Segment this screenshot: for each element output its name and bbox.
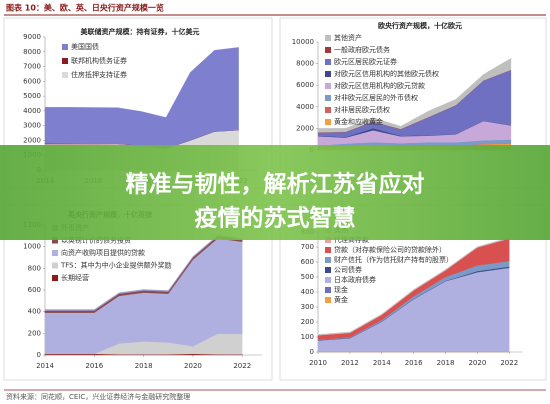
y-tick-label: 2000 <box>296 124 314 132</box>
legend-swatch <box>325 297 331 303</box>
legend-swatch <box>325 71 331 77</box>
legend-swatch <box>325 257 331 263</box>
legend-label: 对欧元区信用机构的欧元贷款 <box>334 81 425 90</box>
y-tick-label: 9000 <box>23 33 41 41</box>
x-tick-label: 2020 <box>468 359 486 367</box>
legend-swatch <box>62 72 68 78</box>
legend-swatch <box>325 83 331 89</box>
legend-swatch <box>325 287 331 293</box>
area <box>44 47 239 149</box>
legend-swatch <box>52 250 58 256</box>
x-tick-label: 2014 <box>373 359 391 367</box>
y-tick-label: 600 <box>301 258 314 266</box>
legend-swatch <box>325 247 331 253</box>
y-tick-label: 600 <box>28 286 41 294</box>
y-tick-label: 0 <box>310 348 314 356</box>
y-tick-label: 7000 <box>23 63 41 71</box>
legend-label: 一般政府欧元债务 <box>334 45 390 54</box>
legend-label: 黄金和应收黄金 <box>334 117 383 126</box>
y-tick-label: 10000 <box>292 38 314 46</box>
legend-label: 其他资产 <box>334 33 362 42</box>
x-tick-label: 2022 <box>500 359 518 367</box>
legend-swatch <box>62 58 68 64</box>
y-tick-label: 1000 <box>23 243 41 251</box>
y-tick-label: 3000 <box>23 122 41 130</box>
legend-label: 公司债券 <box>334 265 362 274</box>
legend-swatch <box>325 119 331 125</box>
legend-label: TFS：其中为中小企业提供额外奖励 <box>60 261 172 270</box>
x-tick-label: 2012 <box>341 359 359 367</box>
x-tick-label: 2016 <box>85 362 103 370</box>
legend-swatch <box>52 237 58 244</box>
banner-line: 疫情的苏式智慧 <box>195 205 356 232</box>
legend-swatch <box>325 267 331 273</box>
y-tick-label: 200 <box>28 329 41 337</box>
legend-label: 向资产收购项目提供的贷款 <box>61 248 145 257</box>
banner-line: 精准与韧性，解析江苏省应对 <box>126 171 425 198</box>
y-tick-label: 4000 <box>296 103 314 111</box>
legend-label: 住房抵押支持证券 <box>71 70 127 79</box>
y-tick-label: 700 <box>301 243 314 251</box>
legend-swatch <box>325 35 331 41</box>
x-tick-label: 2020 <box>184 362 202 370</box>
y-tick-label: 8000 <box>23 48 41 56</box>
y-tick-label: 400 <box>28 308 41 316</box>
x-tick-label: 2016 <box>405 359 423 367</box>
y-tick-label: 6000 <box>296 81 314 89</box>
y-tick-label: 800 <box>28 264 41 272</box>
y-tick-label: 8000 <box>296 60 314 68</box>
legend-swatch <box>325 59 331 65</box>
chart-title: 欧央行资产规模，十亿欧元 <box>378 21 462 30</box>
x-tick-label: 2010 <box>309 359 327 367</box>
header: 图表 10：美、欧、英、日央行资产规模一览 <box>6 3 164 13</box>
legend-swatch <box>325 47 331 53</box>
legend-swatch <box>325 277 331 283</box>
y-tick-label: 400 <box>301 288 314 296</box>
y-tick-label: 200 <box>301 318 314 326</box>
chart-title: 美联储资产规模：持有证券，十亿美元 <box>81 27 200 36</box>
y-tick-label: 4000 <box>23 107 41 115</box>
legend-label: 对非欧元区居民的外币债权 <box>334 93 418 102</box>
y-tick-label: 5000 <box>23 92 41 100</box>
y-tick-label: 6000 <box>23 77 41 85</box>
legend-label: 贷款（对存款保险公司的贷款除外） <box>334 245 446 254</box>
y-tick-label: 100 <box>301 333 314 341</box>
legend-label: 对非居民欧元债权 <box>334 105 390 114</box>
legend-label: 财产信托（作为信托财产持有的股票） <box>334 255 453 264</box>
legend-label: 对欧元区信用机构的其他欧元债权 <box>334 69 439 78</box>
legend-label: 联邦机构债务证券 <box>71 56 127 65</box>
legend-swatch <box>62 44 68 50</box>
x-tick-label: 2014 <box>36 362 54 370</box>
legend-label: 欧元区居民欧元证券 <box>334 57 397 66</box>
x-tick-label: 2018 <box>135 362 153 370</box>
legend-label: 美国国债 <box>71 42 99 51</box>
y-tick-label: 300 <box>301 303 314 311</box>
area <box>317 57 512 133</box>
x-tick-label: 2022 <box>233 362 251 370</box>
legend-swatch <box>325 95 331 101</box>
legend-label: 日本政府债券 <box>334 275 376 284</box>
footer: 资料来源：同花顺，CEIC，兴业证券经济与金融研究院整理 <box>6 392 190 401</box>
legend-swatch <box>325 107 331 113</box>
x-tick-label: 2018 <box>437 359 455 367</box>
legend-label: 现金 <box>334 285 348 294</box>
legend-swatch <box>52 262 58 269</box>
banner <box>0 145 550 240</box>
y-tick-label: 500 <box>301 273 314 281</box>
legend-swatch <box>52 275 58 281</box>
legend-label: 黄金 <box>334 295 348 304</box>
y-tick-label: 2000 <box>23 136 41 144</box>
legend-label: 长期经营 <box>61 273 89 282</box>
y-tick-label: 0 <box>37 351 41 359</box>
